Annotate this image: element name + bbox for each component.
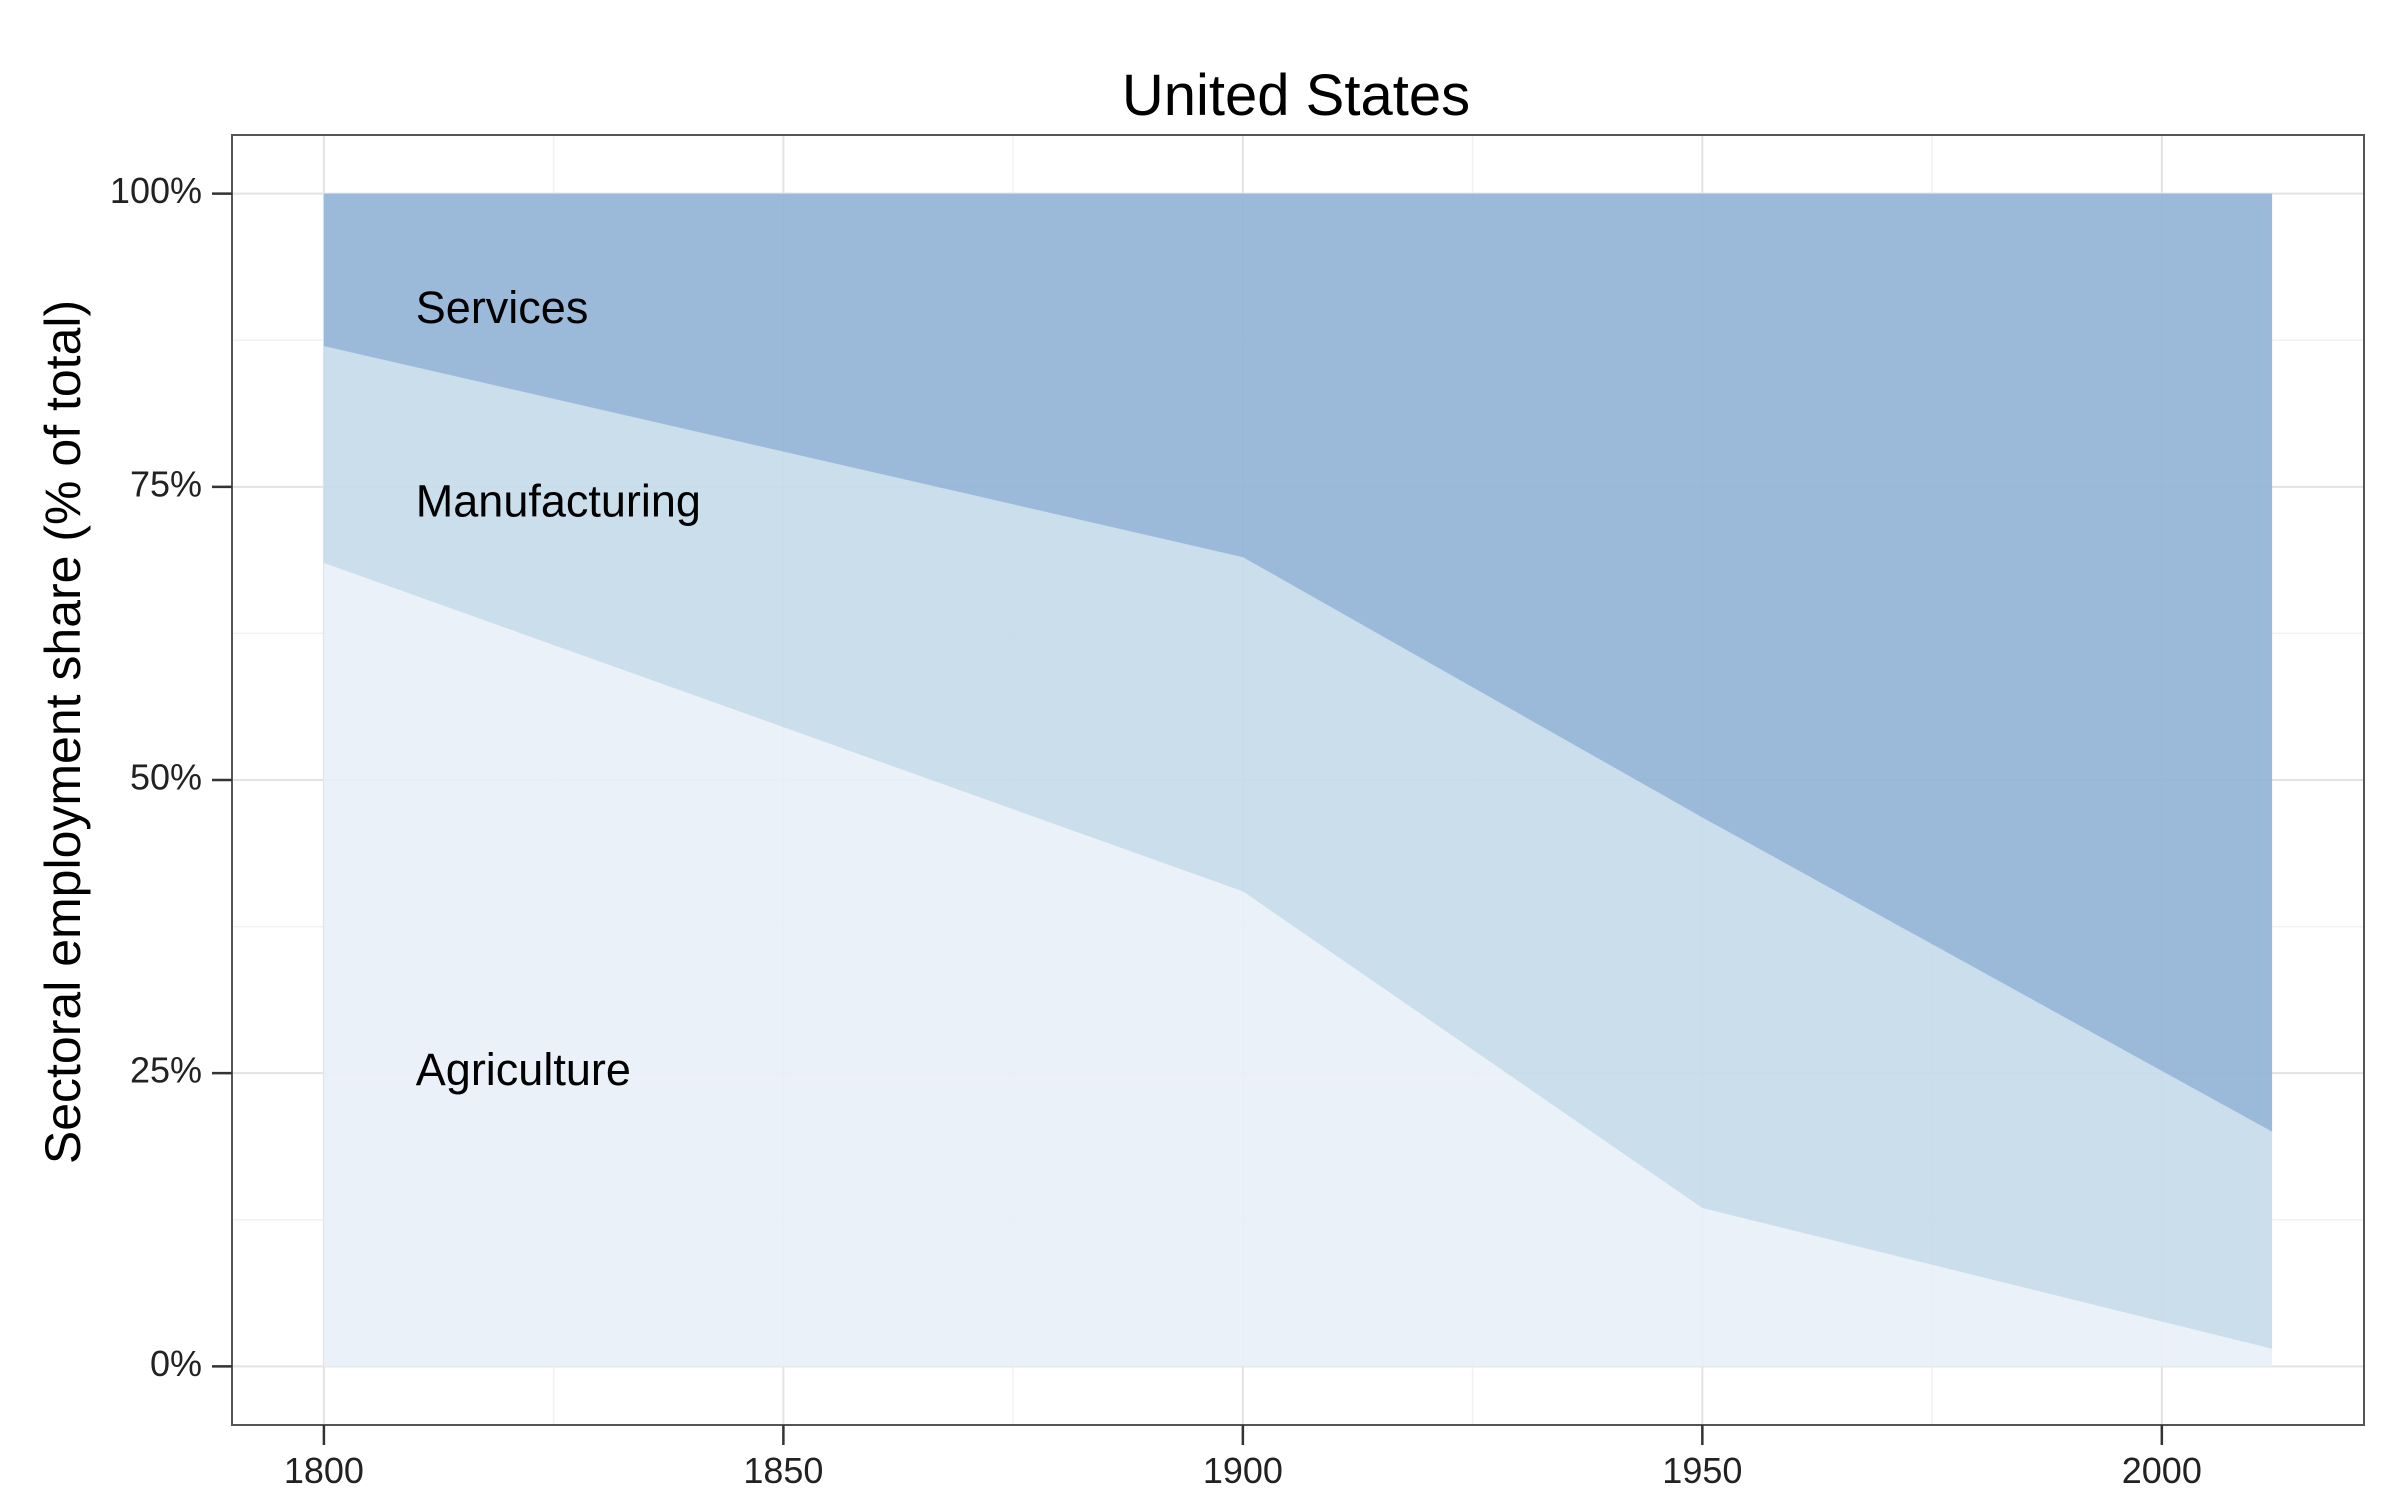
area-services <box>323 193 2273 1132</box>
y-tick-label: 100% <box>110 170 202 211</box>
area-label-agriculture: Agriculture <box>416 1044 631 1095</box>
y-axis-label: Sectoral employment share (% of total) <box>35 300 91 1164</box>
y-tick-label: 75% <box>130 463 202 504</box>
area-label-services: Services <box>416 282 589 333</box>
area-agriculture <box>323 563 2273 1367</box>
stacked-areas <box>323 193 2273 1367</box>
y-tick-label: 0% <box>150 1343 202 1384</box>
y-tick-label: 25% <box>130 1050 202 1091</box>
area-manufacturing <box>323 346 2273 1349</box>
area-label-manufacturing: Manufacturing <box>416 475 701 526</box>
y-tick-label: 50% <box>130 757 202 798</box>
x-tick-label: 1850 <box>743 1450 823 1491</box>
area-labels: Services Manufacturing Agriculture <box>416 282 701 1095</box>
x-tick-label: 2000 <box>2122 1450 2202 1491</box>
chart-title: United States <box>1122 63 1470 128</box>
x-tick-label: 1900 <box>1203 1450 1283 1491</box>
y-axis: 0% 25% 50% 75% 100% <box>110 170 232 1384</box>
x-axis: 1800 1850 1900 1950 2000 <box>284 1425 2202 1491</box>
x-tick-label: 1950 <box>1662 1450 1742 1491</box>
x-tick-label: 1800 <box>284 1450 364 1491</box>
